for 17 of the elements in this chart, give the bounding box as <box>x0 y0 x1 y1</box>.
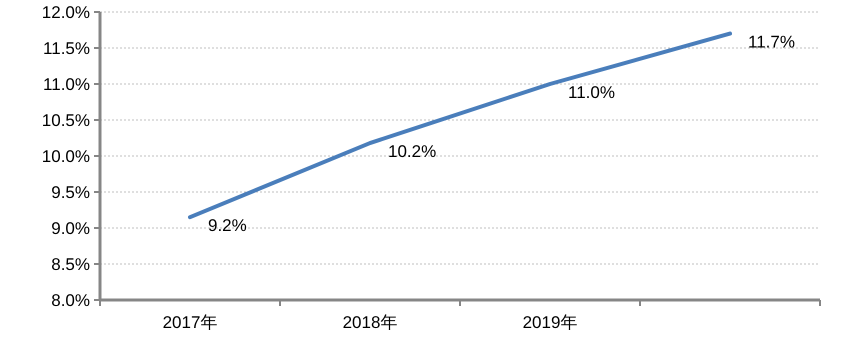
x-tick-label: 2017年 <box>162 313 218 332</box>
y-tick-label: 10.5% <box>42 111 90 130</box>
y-tick-label: 9.0% <box>51 219 90 238</box>
y-tick-label: 11.0% <box>43 75 90 94</box>
y-tick-label: 9.5% <box>51 183 90 202</box>
line-series <box>188 32 732 220</box>
x-tick-label: 2019年 <box>522 313 578 332</box>
data-label: 11.0% <box>568 83 615 102</box>
y-tick-label: 8.0% <box>51 291 90 310</box>
y-tick-label: 12.0% <box>42 3 90 22</box>
data-label: 11.7% <box>748 32 795 52</box>
y-tick-label: 8.5% <box>51 255 90 274</box>
data-label: 9.2% <box>208 216 247 236</box>
y-tick-label: 10.0% <box>42 147 90 166</box>
y-tick-label: 11.5% <box>43 39 90 58</box>
data-label: 10.2% <box>388 142 436 162</box>
x-tick-label: 2018年 <box>342 313 398 332</box>
